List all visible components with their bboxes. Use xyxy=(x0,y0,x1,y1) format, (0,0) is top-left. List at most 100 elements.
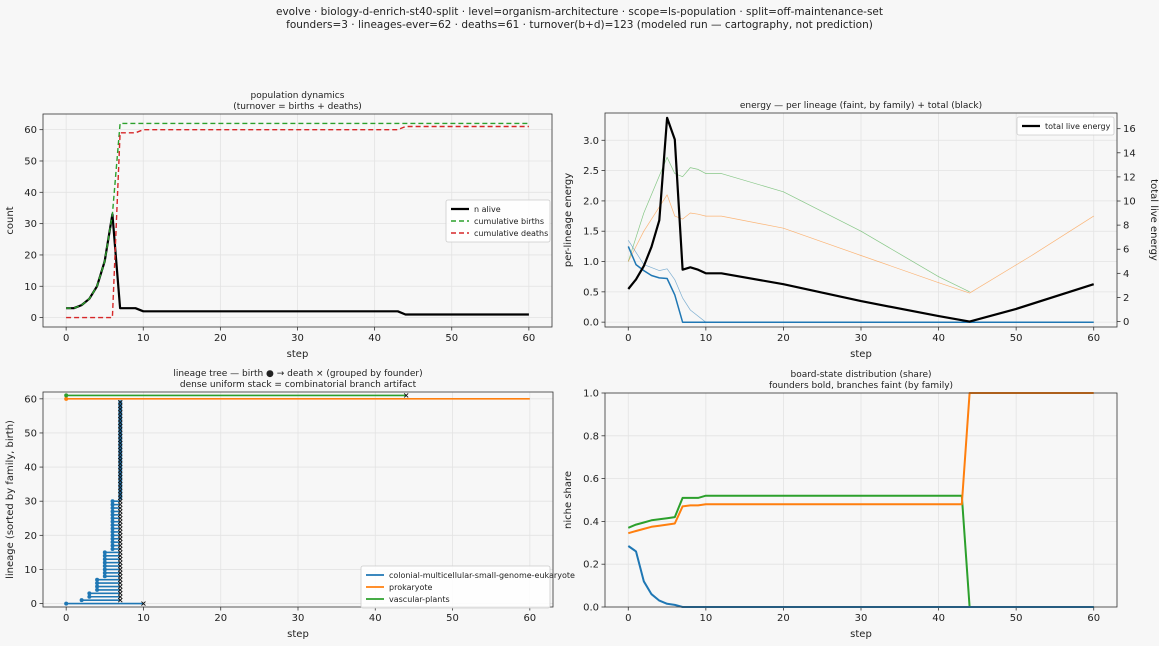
death-marker xyxy=(117,556,123,562)
x-tick-label: 40 xyxy=(932,333,945,344)
death-marker xyxy=(117,457,123,463)
x-tick-label: 40 xyxy=(369,613,382,624)
lineage-energy-line xyxy=(627,156,970,293)
birth-marker xyxy=(95,581,100,586)
y-tick-label: 40 xyxy=(24,188,37,199)
birth-marker xyxy=(102,574,107,579)
y-tick-label: 0.5 xyxy=(583,287,599,298)
death-marker xyxy=(117,587,123,593)
suptitle-line2: founders=3 · lineages-ever=62 · deaths=6… xyxy=(286,19,873,31)
death-marker xyxy=(117,543,123,548)
y-tick-label: 2.0 xyxy=(583,196,599,207)
y-tick-label: 0.0 xyxy=(583,603,599,614)
x-tick-label: 0 xyxy=(625,613,631,624)
y-tick-label: 10 xyxy=(24,282,37,293)
y-tick-label: 50 xyxy=(24,428,37,439)
birth-marker xyxy=(102,557,107,562)
x-tick-label: 50 xyxy=(1010,613,1023,624)
death-marker xyxy=(117,498,123,504)
x-tick-label: 30 xyxy=(291,333,304,344)
legend-box xyxy=(1016,116,1115,136)
y-tick-label: 2.5 xyxy=(583,166,599,177)
y-axis-label: per-lineage energy xyxy=(563,173,574,267)
death-marker xyxy=(117,526,123,531)
lineage-energy-line xyxy=(627,194,1094,294)
x-tick-label: 60 xyxy=(523,613,536,624)
y-tick-label: 0.4 xyxy=(583,517,599,528)
birth-marker xyxy=(110,543,115,548)
death-marker xyxy=(117,454,123,460)
x-axis-label: step xyxy=(850,349,872,360)
death-marker xyxy=(403,393,409,398)
death-marker xyxy=(117,488,123,494)
y2-tick-label: 10 xyxy=(1123,197,1136,208)
birth-marker xyxy=(110,512,115,517)
death-marker xyxy=(117,410,123,415)
x-tick-label: 20 xyxy=(777,333,790,344)
x-tick-label: 20 xyxy=(214,613,227,624)
y-tick-label: 0 xyxy=(31,599,37,610)
birth-marker xyxy=(102,550,107,555)
death-marker xyxy=(117,550,123,555)
birth-marker xyxy=(102,564,107,569)
death-marker xyxy=(117,597,123,603)
death-marker xyxy=(117,539,123,545)
death-marker xyxy=(117,492,123,497)
birth-marker xyxy=(95,584,100,589)
birth-marker xyxy=(64,601,69,606)
death-marker xyxy=(117,416,123,422)
birth-marker xyxy=(102,570,107,575)
total-energy-line xyxy=(627,116,1095,323)
death-marker xyxy=(117,481,123,487)
legend-box xyxy=(360,565,551,609)
series-line xyxy=(66,122,529,309)
x-tick-label: 10 xyxy=(699,613,712,624)
death-marker xyxy=(117,437,123,443)
birth-marker xyxy=(110,529,115,534)
death-marker xyxy=(117,427,123,432)
death-marker xyxy=(117,440,123,446)
death-marker xyxy=(117,444,123,449)
y2-tick-label: 14 xyxy=(1123,148,1136,159)
y2-tick-label: 2 xyxy=(1123,293,1129,304)
death-marker xyxy=(117,529,123,535)
x-tick-label: 60 xyxy=(1087,333,1100,344)
x-axis-label: step xyxy=(850,629,872,640)
series-line xyxy=(66,125,529,319)
panel-title: lineage tree — birth ● → death × (groupe… xyxy=(173,369,422,379)
x-tick-label: 50 xyxy=(445,333,458,344)
birth-marker xyxy=(110,526,115,531)
x-tick-label: 60 xyxy=(1087,613,1100,624)
y-tick-label: 30 xyxy=(24,219,37,230)
legend-label: cumulative deaths xyxy=(474,229,548,238)
y-tick-label: 20 xyxy=(24,250,37,261)
death-marker xyxy=(117,512,123,518)
y-tick-label: 0.2 xyxy=(583,560,599,571)
y-tick-label: 30 xyxy=(24,497,37,508)
x-tick-label: 30 xyxy=(855,333,868,344)
x-axis-label: step xyxy=(287,629,309,640)
y-axis-label: lineage (sorted by family, birth) xyxy=(5,420,16,579)
y-axis-label: count xyxy=(5,206,16,234)
x-tick-label: 10 xyxy=(137,333,150,344)
death-marker xyxy=(117,522,123,528)
y-tick-label: 1.0 xyxy=(583,257,599,268)
x-tick-label: 10 xyxy=(699,333,712,344)
panel-subtitle: (turnover = births + deaths) xyxy=(233,102,362,112)
birth-marker xyxy=(110,519,115,524)
death-marker xyxy=(117,536,123,542)
death-marker xyxy=(117,451,123,456)
share-line xyxy=(628,392,1094,535)
death-marker xyxy=(117,533,123,538)
legend-label: cumulative births xyxy=(474,217,544,226)
suptitle-line1: evolve · biology-d-enrich-st40-split · l… xyxy=(275,6,884,18)
y-axis-label: niche share xyxy=(563,471,574,529)
plot-frame xyxy=(42,113,553,328)
death-marker xyxy=(117,420,123,426)
birth-marker xyxy=(87,591,92,596)
death-marker xyxy=(117,584,123,589)
y-tick-label: 0.8 xyxy=(583,431,599,442)
x-axis-label: step xyxy=(287,349,309,360)
legend-label: colonial-multicellular-small-genome-euka… xyxy=(389,571,575,580)
